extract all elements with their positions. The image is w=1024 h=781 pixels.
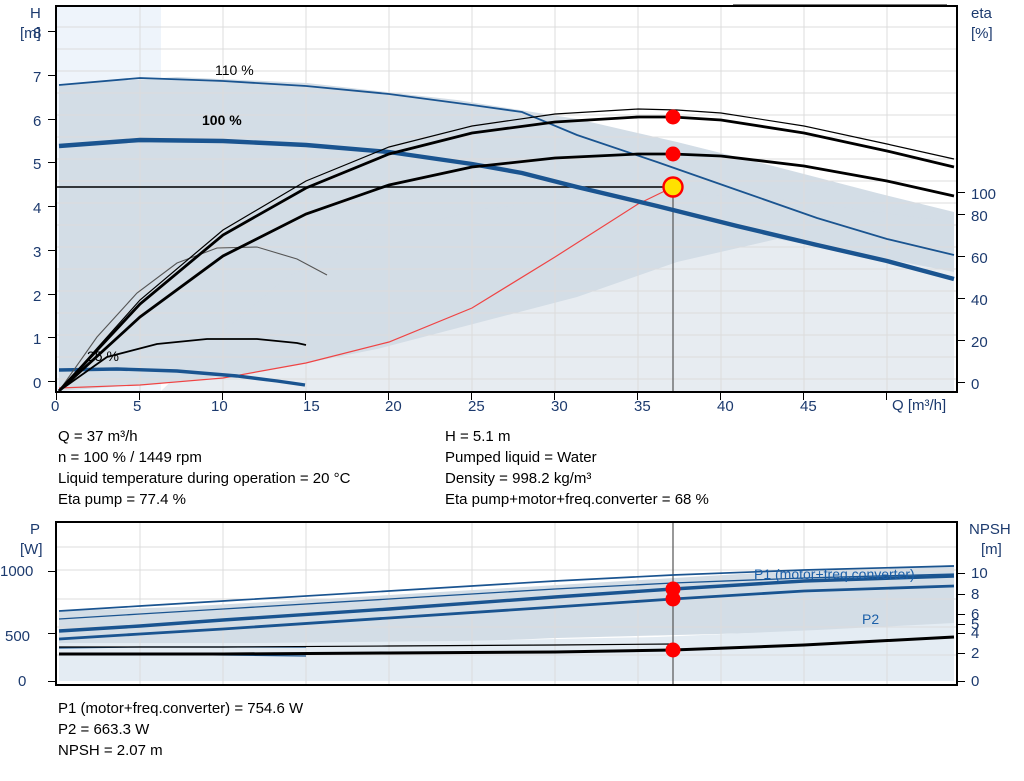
main-x-tick-45: 45	[800, 398, 817, 415]
series-label-p2: P2	[862, 611, 880, 627]
main-x-tick-20: 20	[385, 398, 402, 415]
main-x-tick-35: 35	[634, 398, 651, 415]
curve-label-110: 110 %	[215, 62, 254, 78]
main-y-tick-1: 1	[33, 331, 42, 348]
npsh-axis-unit: [m]	[981, 541, 1002, 558]
main-bottom-ticks	[55, 393, 958, 402]
eta-tick-100: 100	[971, 186, 997, 203]
main-y-tick-3: 3	[33, 244, 42, 261]
main-left-ticks	[44, 5, 55, 393]
npsh-tick-8: 8	[971, 586, 980, 603]
main-y-tick-0: 0	[33, 375, 42, 392]
result-p2: P2 = 663.3 W	[58, 721, 150, 738]
npsh-axis-title: NPSH	[969, 521, 1011, 538]
power-y-tick-500: 500	[5, 628, 31, 645]
main-y-tick-5: 5	[33, 156, 42, 173]
main-x-tick-40: 40	[717, 398, 734, 415]
main-y-tick-8: 8	[33, 25, 42, 42]
power-npsh-chart: P1 (motor+freq.converter) P2	[55, 521, 958, 686]
duty-eta-total: Eta pump+motor+freq.converter = 68 %	[445, 491, 709, 508]
eta-tick-40: 40	[971, 292, 988, 309]
npsh-tick-5: 5	[971, 616, 980, 633]
main-x-tick-30: 30	[551, 398, 568, 415]
duty-head: H = 5.1 m	[445, 428, 511, 445]
npsh-tick-6: 6	[971, 606, 980, 623]
series-label-p1: P1 (motor+freq.converter)	[754, 566, 915, 582]
head-efficiency-chart: 110 % 100 % 25 %	[55, 5, 958, 393]
duty-eta-pump: Eta pump = 77.4 %	[58, 491, 186, 508]
main-x-tick-15: 15	[303, 398, 320, 415]
power-text-block: P1 (motor+freq.converter) = 754.6 W P2 =…	[58, 700, 303, 759]
main-y-tick-7: 7	[33, 69, 42, 86]
eta-axis-unit: [%]	[971, 25, 993, 42]
eta-tick-80: 80	[971, 208, 988, 225]
eta-tick-20: 20	[971, 334, 988, 351]
eta-axis-title: eta	[971, 5, 992, 22]
eta-right-ticks	[958, 5, 969, 393]
main-x-tick-0: 0	[51, 398, 60, 415]
npsh-tick-2: 2	[971, 645, 980, 662]
eta-tick-0: 0	[971, 376, 980, 393]
main-x-axis-title: Q [m³/h]	[892, 397, 947, 414]
main-y-tick-6: 6	[33, 113, 42, 130]
duty-q: Q = 37 m³/h	[58, 428, 138, 445]
curve-label-25: 25 %	[87, 348, 119, 364]
power-chart-svg	[57, 523, 956, 684]
power-y-tick-1000: 1000	[0, 563, 34, 580]
main-x-tick-5: 5	[133, 398, 142, 415]
main-chart-svg	[57, 7, 956, 391]
main-x-tick-25: 25	[468, 398, 485, 415]
npsh-tick-4: 4	[971, 625, 980, 642]
main-x-tick-10: 10	[211, 398, 228, 415]
duty-pumped-liquid: Pumped liquid = Water	[445, 449, 597, 466]
duty-liquid-temp: Liquid temperature during operation = 20…	[58, 470, 351, 487]
main-y-tick-2: 2	[33, 288, 42, 305]
npsh-tick-0: 0	[971, 673, 980, 690]
result-npsh: NPSH = 2.07 m	[58, 742, 163, 759]
main-y-axis-unit: [m]	[20, 25, 41, 42]
npsh-tick-10: 10	[971, 565, 988, 582]
result-p1: P1 (motor+freq.converter) = 754.6 W	[58, 700, 304, 717]
npsh-right-ticks	[958, 521, 969, 686]
power-y-axis-unit: [W]	[20, 541, 43, 558]
duty-text-left-column: Q = 37 m³/h n = 100 % / 1449 rpm Liquid …	[58, 428, 350, 508]
curve-label-100: 100 %	[202, 112, 242, 128]
main-y-tick-4: 4	[33, 200, 42, 217]
power-left-ticks	[44, 521, 55, 686]
duty-speed: n = 100 % / 1449 rpm	[58, 449, 202, 466]
main-y-axis-title: H	[30, 5, 41, 22]
eta-tick-60: 60	[971, 250, 988, 267]
duty-text-right-column: H = 5.1 m Pumped liquid = Water Density …	[445, 428, 709, 508]
power-y-tick-0: 0	[18, 673, 27, 690]
power-y-axis-title: P	[30, 521, 41, 538]
duty-density: Density = 998.2 kg/m³	[445, 470, 592, 487]
